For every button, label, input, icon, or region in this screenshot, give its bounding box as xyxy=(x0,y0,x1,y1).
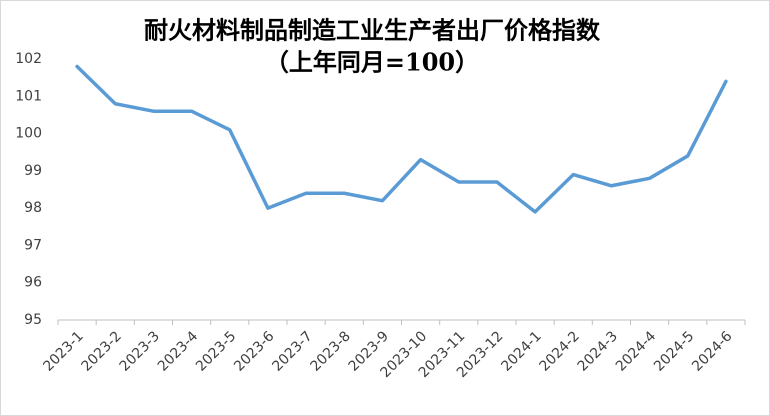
y-tick-label: 99 xyxy=(24,163,42,179)
y-tick-label: 102 xyxy=(15,51,42,67)
line xyxy=(75,64,728,214)
y-tick-label: 95 xyxy=(24,312,42,328)
y-tick-label: 101 xyxy=(15,88,42,104)
chart-subtitle: （上年同月=100） xyxy=(265,48,479,77)
y-tick-label: 98 xyxy=(24,200,42,216)
y-tick-label: 97 xyxy=(24,237,42,253)
y-tick-label: 96 xyxy=(24,275,42,291)
chart-title: 耐火材料制品制造工业生产者出厂价格指数 xyxy=(144,16,601,45)
y-tick-label: 100 xyxy=(15,126,42,142)
